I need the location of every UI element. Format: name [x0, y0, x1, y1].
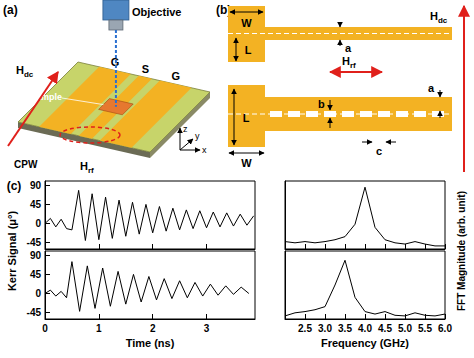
html-text:FFT Magnitude (arb. unit): FFT Magnitude (arb. unit) [455, 191, 467, 311]
svg-text:0: 0 [35, 218, 41, 229]
svg-text:5.5: 5.5 [418, 323, 432, 334]
svg-text:45: 45 [30, 269, 42, 280]
svg-text:2: 2 [150, 323, 156, 334]
svg-text:G: G [171, 70, 180, 82]
svg-text:0: 0 [42, 323, 48, 334]
svg-text:W: W [241, 157, 252, 169]
html-text:Kerr Signal (μ°): Kerr Signal (μ°) [6, 210, 18, 292]
html-text:(c): (c) [6, 179, 22, 193]
svg-text:z: z [183, 124, 188, 134]
svg-text:W: W [241, 17, 252, 29]
svg-text:b: b [318, 98, 325, 110]
svg-text:5.0: 5.0 [398, 323, 412, 334]
svg-text:90: 90 [30, 250, 42, 261]
svg-text:6.0: 6.0 [438, 323, 452, 334]
svg-text:Objective: Objective [132, 6, 182, 18]
svg-text:S: S [142, 63, 149, 75]
svg-text:0: 0 [35, 288, 41, 299]
svg-text:4.5: 4.5 [378, 323, 392, 334]
svg-text:L: L [245, 44, 252, 56]
svg-text:L: L [243, 112, 250, 124]
svg-text:90: 90 [30, 180, 42, 191]
svg-text:3: 3 [204, 323, 210, 334]
svg-text:a: a [428, 82, 435, 94]
svg-text:Frequency (GHz): Frequency (GHz) [321, 337, 409, 349]
svg-text:a: a [345, 42, 352, 54]
svg-text:3.5: 3.5 [338, 323, 352, 334]
svg-text:Sample: Sample [30, 92, 62, 102]
svg-text:y: y [195, 131, 200, 141]
svg-text:G: G [110, 56, 120, 69]
svg-text:Hdc: Hdc [16, 64, 34, 79]
svg-text:Time (ns): Time (ns) [126, 337, 175, 349]
svg-text:45: 45 [30, 199, 42, 210]
svg-text:Hrf: Hrf [342, 55, 356, 70]
svg-text:-45: -45 [27, 237, 42, 248]
svg-text:Hrf: Hrf [80, 160, 94, 175]
svg-text:4.0: 4.0 [358, 323, 372, 334]
svg-text:1: 1 [96, 323, 102, 334]
svg-text:c: c [376, 145, 382, 157]
svg-text:CPW: CPW [14, 159, 38, 170]
svg-text:(a): (a) [3, 3, 18, 17]
svg-text:Hdc: Hdc [430, 10, 448, 25]
svg-text:x: x [202, 145, 207, 155]
svg-text:2.5: 2.5 [298, 323, 312, 334]
svg-text:(b): (b) [216, 3, 232, 17]
svg-text:3.0: 3.0 [318, 323, 332, 334]
svg-text:-45: -45 [27, 307, 42, 318]
